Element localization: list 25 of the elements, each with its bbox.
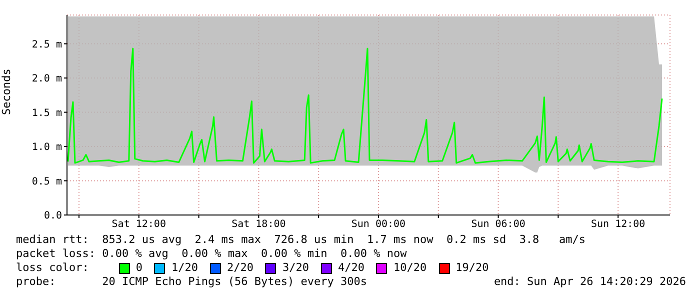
legend-label: 10/20 <box>393 261 427 275</box>
legend-label: 0 <box>136 261 142 275</box>
line-series <box>67 48 663 164</box>
text: probe: 20 ICMP Echo Pings (56 Bytes) every 300s <box>16 275 367 289</box>
x-tick-label: Sat 12:00 <box>112 219 166 230</box>
y-tick-label: 2.0 m <box>32 74 62 85</box>
y-tick-label: 1.5 m <box>32 108 62 119</box>
x-tick-label: Sat 18:00 <box>232 219 286 230</box>
legend-label: 3/20 <box>282 261 309 275</box>
y-axis-title: Seconds <box>0 68 13 115</box>
y-tick-label: 0.5 m <box>32 176 62 188</box>
y-tick-label: 2.5 m <box>32 39 62 50</box>
y-tick-label: 1.0 m <box>32 142 62 154</box>
x-tick-label: Sun 00:00 <box>351 219 406 230</box>
legend-label: 4/20 <box>338 261 364 275</box>
text: packet loss: 0.00 % avg 0.00 % max 0.00 % min 0.00 % now <box>16 247 408 261</box>
legend-label: 1/20 <box>171 261 198 275</box>
legend-label: 19/20 <box>456 261 489 275</box>
x-tick-label: Sun 12:00 <box>590 219 646 230</box>
legend-label: 2/20 <box>226 261 254 275</box>
y-tick-label: 0.0 <box>44 210 62 222</box>
x-tick-label: Sun 06:00 <box>471 219 526 230</box>
text: median rtt: 853.2 us avg 2.4 ms max 726.8 us min 1.7 ms now 0.2 ms sd 3.8 am/s <box>16 233 587 247</box>
text: loss color: <box>16 261 89 275</box>
text: end: Sun Apr 26 14:20:29 2026 <box>494 275 686 289</box>
